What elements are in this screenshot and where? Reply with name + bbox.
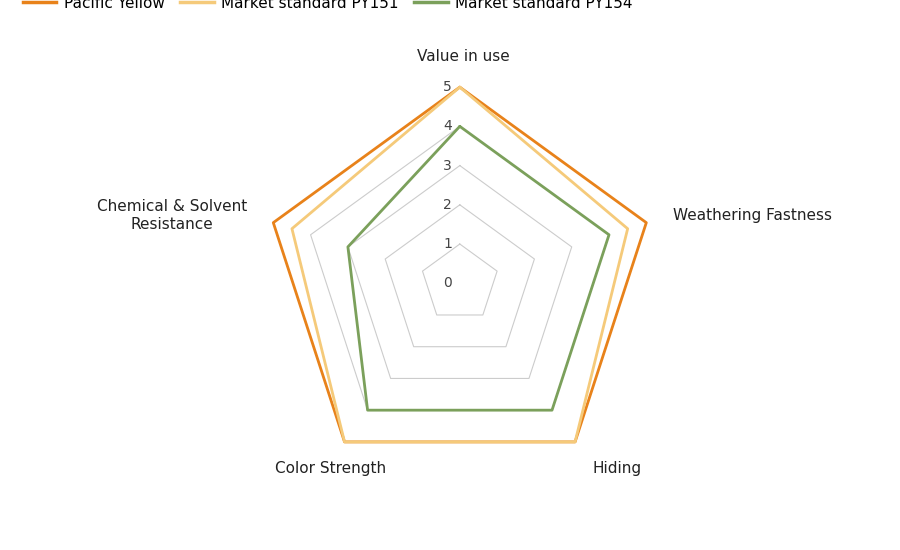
Text: 5: 5: [443, 80, 452, 94]
Text: Hiding: Hiding: [593, 461, 642, 476]
Text: 2: 2: [443, 198, 452, 212]
Text: Chemical & Solvent
Resistance: Chemical & Solvent Resistance: [96, 199, 247, 232]
Text: 1: 1: [443, 237, 452, 251]
Text: Value in use: Value in use: [418, 48, 510, 64]
Text: Weathering Fastness: Weathering Fastness: [672, 208, 832, 223]
Legend: Pacific Yellow, Market standard PY151, Market standard PY154: Pacific Yellow, Market standard PY151, M…: [16, 0, 639, 16]
Text: 4: 4: [443, 119, 452, 133]
Text: 3: 3: [443, 158, 452, 173]
Text: Color Strength: Color Strength: [275, 461, 386, 476]
Text: 0: 0: [443, 276, 452, 290]
